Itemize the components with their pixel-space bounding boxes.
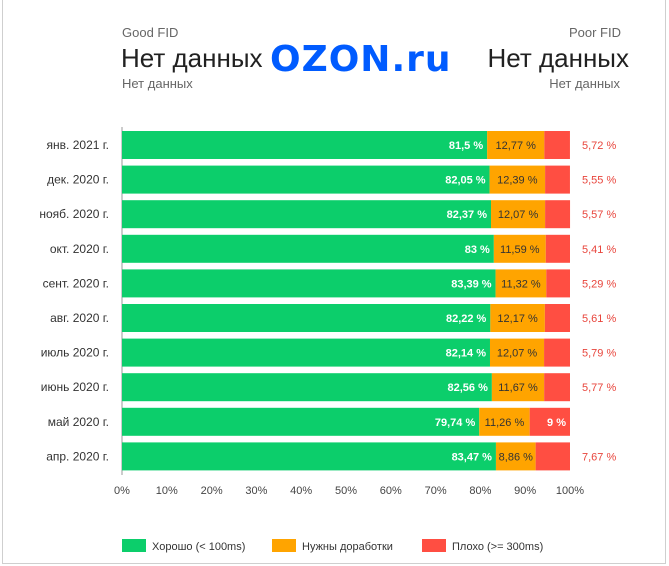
data-label-poor: 7,67 % — [582, 451, 616, 463]
x-tick-label: 70% — [425, 485, 447, 497]
data-label-needs: 12,07 % — [498, 209, 539, 221]
data-label-poor: 9 % — [547, 417, 566, 429]
x-tick-label: 100% — [556, 485, 584, 497]
bar-segment-good — [122, 373, 492, 402]
x-tick-label: 30% — [245, 485, 267, 497]
bar-segment-poor — [535, 442, 570, 471]
data-label-good: 82,14 % — [446, 348, 487, 360]
bar-segment-poor — [546, 269, 570, 298]
category-label: июнь 2020 г. — [41, 380, 109, 394]
data-label-good: 82,05 % — [445, 175, 486, 187]
bar-segment-good — [122, 131, 488, 159]
good-fid-label: Good FID — [122, 25, 179, 40]
data-label-needs: 11,67 % — [498, 382, 538, 394]
data-label-needs: 11,26 % — [485, 417, 525, 429]
bar-segment-needs — [495, 269, 547, 298]
legend-swatch — [272, 539, 296, 552]
data-label-needs: 12,07 % — [497, 348, 538, 360]
bar-segment-needs — [489, 338, 545, 367]
data-label-good: 83,39 % — [451, 278, 492, 290]
data-label-good: 83 % — [465, 244, 490, 256]
category-label: май 2020 г. — [48, 415, 109, 429]
data-label-good: 83,47 % — [452, 451, 493, 463]
x-tick-label: 90% — [514, 485, 536, 497]
category-label: окт. 2020 г. — [50, 242, 109, 256]
bar-segment-needs — [489, 165, 546, 194]
data-label-good: 82,22 % — [446, 313, 487, 325]
data-label-poor: 5,41 % — [582, 244, 616, 256]
data-label-poor: 5,55 % — [582, 175, 616, 187]
bar-segment-needs — [487, 131, 545, 159]
bar-segment-needs — [491, 373, 545, 402]
x-tick-label: 80% — [469, 485, 491, 497]
x-tick-label: 60% — [380, 485, 402, 497]
data-label-poor: 5,61 % — [582, 313, 616, 325]
bar-segment-good — [122, 338, 490, 367]
data-label-needs: 12,17 % — [497, 313, 538, 325]
category-label: сент. 2020 г. — [43, 276, 109, 290]
category-label: авг. 2020 г. — [50, 311, 109, 325]
data-label-needs: 11,32 % — [501, 278, 541, 290]
data-label-poor: 5,72 % — [582, 140, 616, 152]
data-label-poor: 5,57 % — [582, 209, 616, 221]
legend-label: Плохо (>= 300ms) — [452, 541, 543, 553]
data-label-good: 82,37 % — [447, 209, 488, 221]
x-tick-label: 20% — [201, 485, 223, 497]
bar-segment-poor — [544, 304, 570, 332]
good-fid-value: Нет данных — [121, 43, 263, 73]
poor-fid-subtext: Нет данных — [549, 76, 620, 91]
category-label: июль 2020 г. — [41, 346, 109, 360]
category-label: дек. 2020 г. — [47, 173, 109, 187]
category-label: нояб. 2020 г. — [39, 207, 109, 221]
bar-segment-poor — [544, 338, 570, 367]
x-tick-label: 0% — [114, 485, 130, 497]
x-tick-label: 10% — [156, 485, 178, 497]
poor-fid-label: Poor FID — [568, 25, 621, 40]
poor-fid-value: Нет данных — [487, 43, 629, 73]
bar-segment-poor — [545, 234, 570, 263]
category-label: янв. 2021 г. — [47, 138, 109, 152]
bar-segment-needs — [490, 304, 545, 332]
bar-segment-good — [122, 407, 480, 436]
bar-segment-needs — [495, 442, 536, 471]
good-fid-subtext: Нет данных — [122, 76, 193, 91]
data-label-poor: 5,79 % — [582, 348, 616, 360]
bar-segment-poor — [544, 373, 570, 402]
bar-segment-poor — [545, 165, 570, 194]
legend-label: Хорошо (< 100ms) — [152, 541, 245, 553]
data-label-needs: 12,39 % — [497, 175, 538, 187]
data-label-poor: 5,77 % — [582, 382, 616, 394]
bar-segment-good — [122, 269, 496, 298]
data-label-good: 79,74 % — [435, 417, 476, 429]
bar-segment-poor — [545, 200, 571, 229]
category-label: апр. 2020 г. — [46, 449, 109, 463]
data-label-needs: 11,59 % — [500, 244, 540, 256]
data-label-good: 81,5 % — [449, 140, 483, 152]
data-label-needs: 12,77 % — [496, 140, 537, 152]
bar-segment-poor — [544, 131, 570, 159]
legend-label: Нужны доработки — [302, 541, 393, 553]
bar-segment-good — [122, 200, 492, 229]
x-tick-label: 40% — [290, 485, 312, 497]
bar-segment-good — [122, 165, 490, 194]
legend-swatch — [422, 539, 446, 552]
bar-segment-good — [122, 304, 491, 332]
bar-segment-good — [122, 442, 496, 471]
bar-segment-needs — [479, 407, 530, 436]
data-label-good: 82,56 % — [447, 382, 488, 394]
ozon-logo: OZON.ru — [270, 39, 452, 80]
bar-segment-good — [122, 234, 494, 263]
bar-segment-needs — [491, 200, 546, 229]
x-tick-label: 50% — [335, 485, 357, 497]
bar-segment-poor — [529, 407, 570, 436]
legend-swatch — [122, 539, 146, 552]
bar-segment-needs — [493, 234, 546, 263]
data-label-needs: 8,86 % — [499, 451, 533, 463]
data-label-poor: 5,29 % — [582, 278, 616, 290]
